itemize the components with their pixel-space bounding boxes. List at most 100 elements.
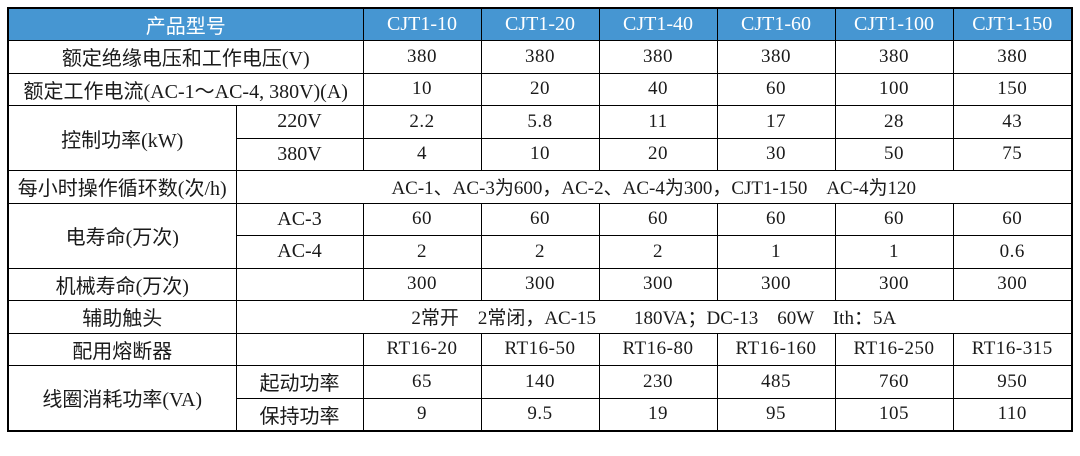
row-cycles-label: 每小时操作循环数(次/h) — [7, 170, 237, 204]
row-control-power-380v: 380V 4 10 20 30 50 75 — [8, 137, 1073, 171]
cell-elec-ac3-4: 60 — [834, 202, 954, 236]
cell-coil-hold-2: 19 — [598, 397, 718, 431]
cell-voltage-0: 380 — [362, 40, 482, 74]
row-electrical-life-label: 电寿命(万次) — [7, 202, 237, 269]
row-mechanical-life-label: 机械寿命(万次) — [7, 267, 237, 301]
cell-coil-hold-0: 9 — [362, 397, 482, 431]
cell-elec-ac4-1: 2 — [480, 235, 600, 269]
cell-current-4: 100 — [834, 72, 954, 106]
cell-coil-start-1: 140 — [480, 365, 600, 399]
sub-label-ac4: AC-4 — [235, 235, 364, 269]
sub-label-380v: 380V — [235, 137, 364, 171]
header-model-cjt1-20: CJT1-20 — [480, 7, 600, 41]
cell-fuse-sub-empty — [235, 332, 364, 366]
cell-control-220v-2: 11 — [598, 105, 718, 139]
row-fuse-label: 配用熔断器 — [7, 332, 237, 366]
cell-elec-ac3-5: 60 — [952, 202, 1073, 236]
cell-elec-ac4-0: 2 — [362, 235, 482, 269]
sub-label-ac3: AC-3 — [235, 202, 364, 236]
cell-coil-start-0: 65 — [362, 365, 482, 399]
header-model-cjt1-40: CJT1-40 — [598, 7, 718, 41]
row-cycles: 每小时操作循环数(次/h) AC-1、AC-3为600，AC-2、AC-4为30… — [7, 170, 1073, 204]
row-voltage-label: 额定绝缘电压和工作电压(V) — [7, 40, 364, 74]
cell-elec-ac3-3: 60 — [716, 202, 836, 236]
cell-coil-start-4: 760 — [834, 365, 954, 399]
cell-coil-start-5: 950 — [952, 365, 1073, 399]
cell-elec-ac3-0: 60 — [362, 202, 482, 236]
cell-control-220v-1: 5.8 — [480, 105, 600, 139]
cell-voltage-5: 380 — [952, 40, 1073, 74]
cell-fuse-3: RT16-160 — [716, 332, 836, 366]
row-auxiliary-contacts-label: 辅助触头 — [7, 300, 237, 334]
header-model-cjt1-10: CJT1-10 — [362, 7, 482, 41]
cell-coil-hold-4: 105 — [834, 397, 954, 431]
row-control-power-label: 控制功率(kW) — [7, 105, 237, 171]
row-electrical-life-ac4: AC-4 2 2 2 1 1 0.6 — [8, 235, 1073, 269]
cell-current-2: 40 — [598, 72, 718, 106]
sub-label-holding-power: 保持功率 — [235, 397, 364, 431]
cell-elec-ac4-4: 1 — [834, 235, 954, 269]
cell-cycles-merged: AC-1、AC-3为600，AC-2、AC-4为300，CJT1-150 AC-… — [235, 170, 1073, 204]
header-row: 产品型号 CJT1-10 CJT1-20 CJT1-40 CJT1-60 CJT… — [7, 7, 1073, 41]
header-model-cjt1-100: CJT1-100 — [834, 7, 954, 41]
cell-control-220v-5: 43 — [952, 105, 1073, 139]
row-coil-holding: 保持功率 9 9.5 19 95 105 110 — [8, 397, 1073, 431]
cell-mech-1: 300 — [480, 267, 600, 301]
cell-control-380v-5: 75 — [952, 137, 1073, 171]
cell-fuse-2: RT16-80 — [598, 332, 718, 366]
cell-fuse-5: RT16-315 — [952, 332, 1073, 366]
cell-mech-5: 300 — [952, 267, 1073, 301]
cell-control-220v-3: 17 — [716, 105, 836, 139]
header-model-cjt1-150: CJT1-150 — [952, 7, 1073, 41]
row-fuse: 配用熔断器 RT16-20 RT16-50 RT16-80 RT16-160 R… — [7, 332, 1073, 366]
cell-coil-hold-5: 110 — [952, 397, 1073, 431]
cell-control-380v-1: 10 — [480, 137, 600, 171]
header-product-model: 产品型号 — [7, 7, 364, 41]
cell-current-1: 20 — [480, 72, 600, 106]
cell-control-220v-4: 28 — [834, 105, 954, 139]
cell-elec-ac4-3: 1 — [716, 235, 836, 269]
contactor-spec-table: 产品型号 CJT1-10 CJT1-20 CJT1-40 CJT1-60 CJT… — [7, 7, 1073, 432]
cell-elec-ac3-1: 60 — [480, 202, 600, 236]
cell-voltage-3: 380 — [716, 40, 836, 74]
cell-voltage-1: 380 — [480, 40, 600, 74]
sub-label-220v: 220V — [235, 105, 364, 139]
row-voltage: 额定绝缘电压和工作电压(V) 380 380 380 380 380 380 — [7, 40, 1073, 74]
cell-fuse-1: RT16-50 — [480, 332, 600, 366]
cell-auxiliary-merged: 2常开 2常闭，AC-15 180VA；DC-13 60W Ith：5A — [235, 300, 1073, 334]
cell-voltage-2: 380 — [598, 40, 718, 74]
cell-coil-start-2: 230 — [598, 365, 718, 399]
cell-control-380v-2: 20 — [598, 137, 718, 171]
cell-control-380v-0: 4 — [362, 137, 482, 171]
header-model-cjt1-60: CJT1-60 — [716, 7, 836, 41]
cell-mech-4: 300 — [834, 267, 954, 301]
cell-mech-2: 300 — [598, 267, 718, 301]
cell-mechanical-sub-empty — [235, 267, 364, 301]
cell-coil-hold-1: 9.5 — [480, 397, 600, 431]
cell-mech-0: 300 — [362, 267, 482, 301]
row-current-label: 额定工作电流(AC-1～AC-4, 380V)(A) — [7, 72, 364, 106]
sub-label-starting-power: 起动功率 — [235, 365, 364, 399]
cell-coil-hold-3: 95 — [716, 397, 836, 431]
cell-elec-ac4-5: 0.6 — [952, 235, 1073, 269]
row-auxiliary-contacts: 辅助触头 2常开 2常闭，AC-15 180VA；DC-13 60W Ith：5… — [7, 300, 1073, 334]
cell-current-3: 60 — [716, 72, 836, 106]
cell-voltage-4: 380 — [834, 40, 954, 74]
row-electrical-life-ac3: 电寿命(万次) AC-3 60 60 60 60 60 60 — [7, 202, 1073, 269]
row-coil-power-label: 线圈消耗功率(VA) — [7, 365, 237, 431]
cell-elec-ac4-2: 2 — [598, 235, 718, 269]
cell-control-220v-0: 2.2 — [362, 105, 482, 139]
cell-fuse-4: RT16-250 — [834, 332, 954, 366]
row-coil-starting: 线圈消耗功率(VA) 起动功率 65 140 230 485 760 950 — [7, 365, 1073, 431]
row-control-power-220v: 控制功率(kW) 220V 2.2 5.8 11 17 28 43 — [7, 105, 1073, 171]
cell-current-5: 150 — [952, 72, 1073, 106]
cell-control-380v-3: 30 — [716, 137, 836, 171]
cell-control-380v-4: 50 — [834, 137, 954, 171]
cell-coil-start-3: 485 — [716, 365, 836, 399]
row-current: 额定工作电流(AC-1～AC-4, 380V)(A) 10 20 40 60 1… — [7, 72, 1073, 106]
cell-mech-3: 300 — [716, 267, 836, 301]
cell-current-0: 10 — [362, 72, 482, 106]
cell-elec-ac3-2: 60 — [598, 202, 718, 236]
row-mechanical-life: 机械寿命(万次) 300 300 300 300 300 300 — [7, 267, 1073, 301]
cell-fuse-0: RT16-20 — [362, 332, 482, 366]
